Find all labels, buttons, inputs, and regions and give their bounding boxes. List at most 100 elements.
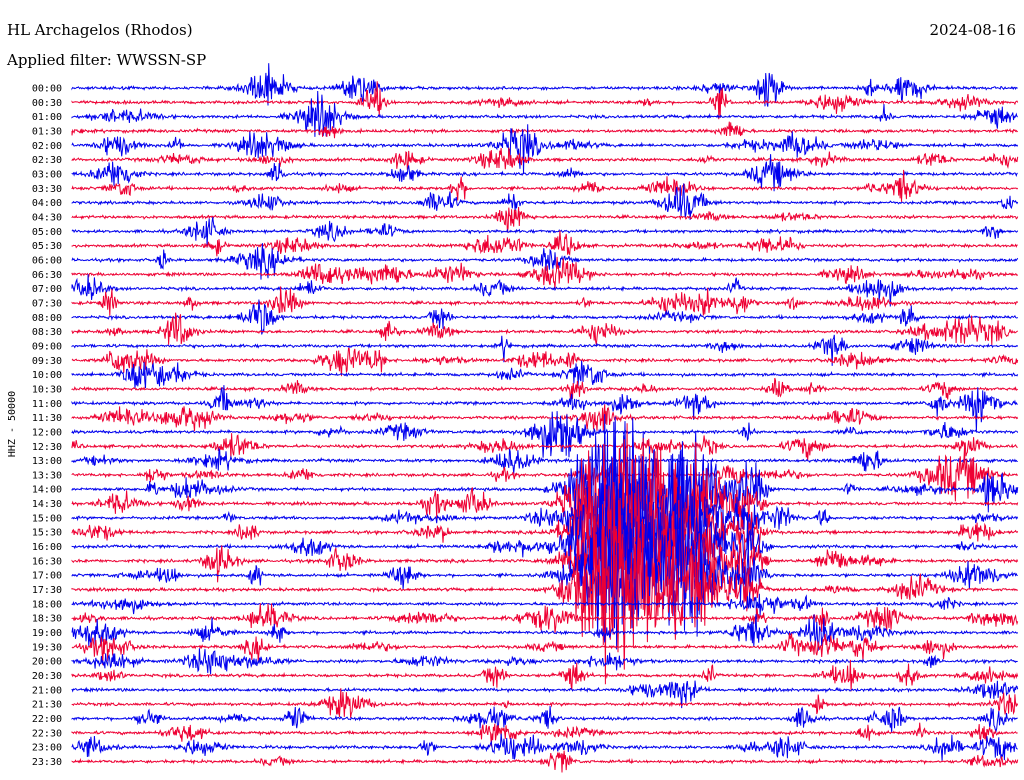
trace-line — [71, 497, 1019, 630]
trace-line — [71, 90, 1018, 137]
trace-line — [71, 433, 1018, 461]
trace-line — [71, 423, 1019, 568]
trace-line — [71, 462, 1018, 629]
row-label: 03:00 — [32, 169, 62, 180]
row-label: 18:00 — [32, 599, 62, 610]
trace-line — [71, 494, 1019, 685]
row-label: 22:30 — [32, 728, 62, 739]
filter-label: Applied filter: WWSSN-SP — [7, 51, 207, 69]
row-label: 12:00 — [32, 427, 62, 438]
trace-line — [71, 377, 1019, 400]
trace-line — [71, 217, 1019, 248]
row-label: 13:30 — [32, 470, 62, 481]
trace-line — [71, 147, 1019, 171]
row-label: 21:30 — [32, 700, 62, 711]
trace-line — [71, 648, 1018, 675]
row-label: 10:30 — [32, 384, 62, 395]
row-label: 05:30 — [32, 241, 62, 252]
row-label: 16:00 — [32, 542, 62, 553]
trace-line — [71, 347, 1019, 377]
trace-line — [71, 411, 1019, 458]
trace-line — [71, 124, 1019, 175]
row-label: 12:30 — [32, 442, 62, 453]
row-label: 06:30 — [32, 270, 62, 281]
row-label: 05:00 — [32, 227, 62, 238]
trace-line — [71, 169, 1019, 202]
row-label: 08:30 — [32, 327, 62, 338]
row-label: 19:30 — [32, 642, 62, 653]
date-label: 2024-08-16 — [929, 21, 1016, 39]
row-label: 16:30 — [32, 556, 62, 567]
trace-line — [71, 299, 1019, 335]
trace-line — [71, 441, 1019, 590]
trace-line — [71, 614, 1019, 651]
trace-line — [71, 334, 1019, 366]
row-label: 20:00 — [32, 657, 62, 668]
row-label: 15:00 — [32, 513, 62, 524]
row-label: 11:30 — [32, 413, 62, 424]
trace-line — [71, 459, 1019, 590]
trace-line — [71, 121, 1018, 139]
trace-line — [71, 447, 1019, 502]
row-label: 10:00 — [32, 370, 62, 381]
trace-line — [71, 603, 1019, 633]
trace-line — [71, 404, 1019, 432]
row-label: 17:30 — [32, 585, 62, 596]
trace-line — [71, 750, 1019, 773]
row-label: 09:30 — [32, 356, 62, 367]
trace-line — [71, 733, 1018, 762]
row-label: 17:00 — [32, 571, 62, 582]
row-label: 23:00 — [32, 743, 62, 754]
row-label: 18:30 — [32, 614, 62, 625]
trace-line — [71, 63, 1018, 107]
trace-line — [71, 243, 1019, 280]
trace-line — [71, 312, 1019, 346]
row-label: 20:30 — [32, 671, 62, 682]
row-label: 01:00 — [32, 112, 62, 123]
trace-line — [71, 688, 1019, 718]
row-label: 21:00 — [32, 685, 62, 696]
trace-line — [71, 447, 1018, 474]
row-label: 11:00 — [32, 399, 62, 410]
row-label: 02:00 — [32, 141, 62, 152]
trace-line — [71, 274, 1018, 307]
row-label: 04:30 — [32, 212, 62, 223]
trace-line — [71, 659, 1019, 692]
row-label: 00:30 — [32, 98, 62, 109]
row-label: 08:00 — [32, 313, 62, 324]
trace-line — [71, 486, 1018, 650]
row-label: 01:30 — [32, 126, 62, 137]
trace-line — [71, 183, 1019, 220]
row-label: 22:00 — [32, 714, 62, 725]
trace-line — [71, 286, 1019, 316]
row-label: 19:00 — [32, 628, 62, 639]
row-label: 06:00 — [32, 255, 62, 266]
row-label: 13:00 — [32, 456, 62, 467]
row-label: 03:30 — [32, 184, 62, 195]
row-label: 07:00 — [32, 284, 62, 295]
trace-line — [71, 414, 1019, 579]
station-title: HL Archagelos (Rhodos) — [7, 21, 193, 39]
trace-line — [71, 722, 1018, 747]
row-label: 23:30 — [32, 757, 62, 768]
row-label: 14:30 — [32, 499, 62, 510]
trace-line — [71, 256, 1019, 289]
row-label: 15:30 — [32, 528, 62, 539]
trace-line — [71, 705, 1018, 734]
trace-line — [71, 154, 1018, 192]
row-label: 14:00 — [32, 485, 62, 496]
trace-line — [71, 81, 1019, 120]
row-label: 00:00 — [32, 84, 62, 95]
trace-line — [71, 230, 1018, 257]
y-axis-label: HHZ - 50000 — [7, 391, 18, 457]
trace-line — [71, 680, 1019, 709]
row-label: 09:00 — [32, 341, 62, 352]
row-label: 04:00 — [32, 198, 62, 209]
trace-line — [71, 592, 1019, 620]
trace-line — [71, 360, 1019, 389]
trace-line — [71, 385, 1018, 432]
row-label: 02:30 — [32, 155, 62, 166]
trace-line — [71, 206, 1019, 233]
row-label: 07:30 — [32, 298, 62, 309]
